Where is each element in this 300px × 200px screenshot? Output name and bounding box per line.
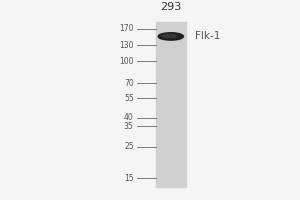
Text: 293: 293	[160, 2, 182, 12]
Text: 25: 25	[124, 142, 134, 151]
Text: 170: 170	[119, 24, 134, 33]
Text: 35: 35	[124, 122, 134, 131]
Text: 55: 55	[124, 94, 134, 103]
Text: 40: 40	[124, 113, 134, 122]
Bar	[156, 22, 186, 187]
Text: 15: 15	[124, 174, 134, 183]
Text: 70: 70	[124, 79, 134, 88]
Text: 130: 130	[119, 41, 134, 50]
Text: Flk-1: Flk-1	[195, 31, 220, 41]
Ellipse shape	[158, 33, 183, 40]
Text: 100: 100	[119, 57, 134, 66]
Ellipse shape	[162, 34, 176, 37]
